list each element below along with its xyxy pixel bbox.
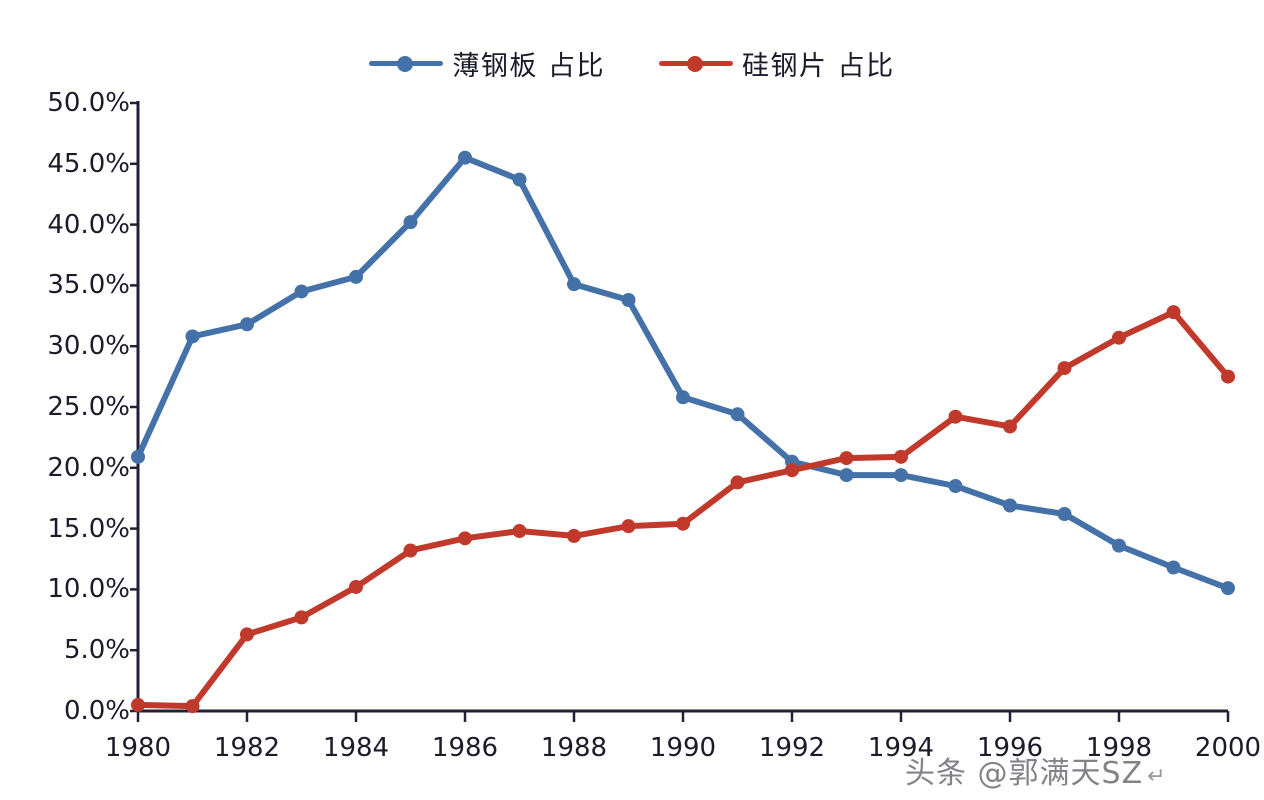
data-point	[567, 528, 581, 543]
y-axis-tick-label: 45.0%	[47, 148, 130, 179]
x-axis-tick-label: 1986	[431, 733, 499, 763]
watermark-pilcrow: ↵	[1147, 764, 1167, 789]
data-point	[948, 479, 963, 494]
data-point	[1003, 498, 1017, 513]
data-point	[131, 697, 145, 712]
data-point	[894, 449, 908, 464]
data-point	[567, 277, 581, 292]
data-point	[349, 579, 363, 594]
data-point	[1112, 330, 1126, 345]
x-axis-tick-label: 1990	[649, 733, 717, 763]
data-point	[621, 292, 636, 307]
data-point	[621, 519, 636, 534]
y-axis-tick-label: 15.0%	[47, 513, 130, 544]
data-point	[1003, 419, 1017, 434]
data-point	[894, 468, 908, 483]
y-axis-tick-label: 0.0%	[63, 696, 130, 726]
x-axis-tick-label: 1996	[976, 733, 1044, 763]
data-point	[403, 215, 418, 230]
data-point	[458, 150, 472, 165]
x-axis-tick-label: 1994	[867, 733, 935, 763]
y-axis-tick-label: 50.0%	[47, 88, 130, 118]
data-point	[730, 475, 745, 490]
data-point	[1112, 538, 1126, 553]
data-point	[294, 284, 309, 299]
data-point	[1221, 369, 1235, 384]
data-point	[676, 516, 690, 531]
data-point	[1166, 560, 1181, 575]
x-axis-tick-label: 1980	[104, 733, 172, 763]
data-point	[403, 543, 418, 558]
y-axis-tick-labels: 0.0% 5.0% 10.0% 15.0% 20.0% 25.0% 30.0% 35.0% 40…	[34, 0, 130, 800]
data-point	[458, 531, 472, 546]
data-point	[676, 390, 690, 405]
data-point	[839, 468, 854, 483]
data-point	[785, 463, 799, 478]
data-point	[512, 172, 527, 187]
data-point	[185, 329, 200, 344]
data-point	[185, 699, 200, 714]
data-point	[1166, 305, 1181, 320]
data-point	[131, 449, 145, 464]
data-point	[730, 407, 745, 422]
y-axis-tick-label: 35.0%	[47, 270, 130, 301]
x-axis-tick-label: 1988	[540, 733, 608, 763]
x-axis-tick-label: 1992	[758, 733, 826, 763]
y-axis-tick-label: 20.0%	[47, 452, 130, 483]
data-point	[240, 627, 254, 642]
data-point	[294, 610, 309, 625]
x-axis-tick-label: 1998	[1085, 733, 1153, 763]
y-axis-tick-label: 30.0%	[47, 331, 130, 362]
data-point	[1057, 507, 1072, 522]
y-axis-tick-label: 10.0%	[47, 574, 130, 605]
y-axis-tick-label: 40.0%	[47, 209, 130, 240]
data-point	[240, 317, 254, 332]
data-point	[839, 451, 854, 466]
data-point	[1057, 361, 1072, 376]
data-point	[948, 409, 963, 424]
x-axis-tick-label: 2000	[1194, 733, 1262, 763]
watermark-text: 头条 @郭满天SZ	[905, 756, 1144, 791]
data-point	[1221, 581, 1235, 596]
y-axis-tick-label: 5.0%	[63, 635, 130, 666]
data-point	[512, 524, 527, 539]
watermark: 头条 @郭满天SZ ↵	[905, 748, 1167, 792]
x-axis-tick-label: 1982	[213, 733, 281, 763]
data-point	[349, 269, 363, 284]
y-axis-tick-label: 25.0%	[47, 392, 130, 422]
x-axis-tick-label: 1984	[322, 733, 390, 763]
